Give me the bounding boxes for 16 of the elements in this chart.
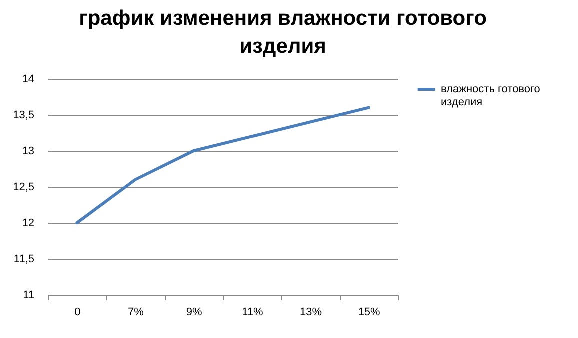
x-tick-label: 0 — [74, 306, 81, 318]
x-tick-label: 13% — [300, 306, 322, 318]
chart-title: график изменения влажности готового изделия — [79, 7, 487, 58]
y-tick-label: 12 — [22, 218, 34, 230]
x-tick-label: 7% — [128, 306, 144, 318]
x-tick-label: 15% — [358, 306, 381, 318]
y-tick-label: 13,5 — [13, 110, 34, 122]
y-tick-label: 12,5 — [13, 182, 34, 194]
x-tick-label: 11% — [242, 306, 264, 318]
y-tick-label: 13 — [22, 146, 34, 158]
y-tick-label: 11,5 — [14, 254, 34, 266]
legend-label: влажность готового изделия — [441, 84, 540, 108]
y-tick-label: 11 — [23, 290, 34, 302]
line-series — [76, 106, 370, 224]
y-tick-label: 14 — [22, 74, 34, 86]
x-tick-label: 9% — [186, 306, 202, 318]
